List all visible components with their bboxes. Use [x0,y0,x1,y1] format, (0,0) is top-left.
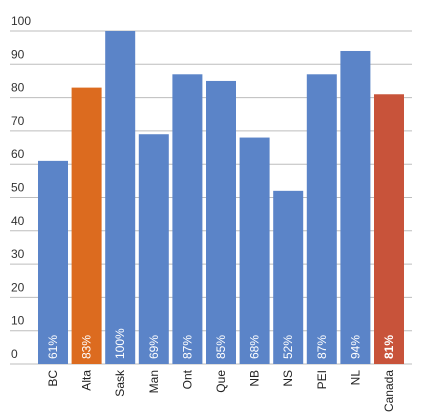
data-label: 81% [382,335,396,359]
bar-alta [71,87,102,365]
x-axis-categories: BC Alta Sask Man Ont Que NB NS PEI NL Canada [46,369,396,412]
category-label: PEI [315,370,329,389]
data-label: 85% [214,335,228,359]
category-label: Alta [80,370,94,391]
data-label: 52% [281,335,295,359]
bar-pei [306,74,337,364]
y-tick-label: 40 [11,214,25,228]
category-label: BC [46,370,60,387]
y-tick-label: 50 [11,181,25,195]
data-label: 69% [147,335,161,359]
bar-que [206,80,236,364]
category-label: Ont [180,369,194,389]
y-tick-label: 20 [11,280,25,294]
bar-sask [105,31,136,364]
category-label: Man [147,370,161,393]
y-tick-label: 0 [11,347,18,361]
y-tick-label: 30 [11,247,25,261]
y-tick-label: 60 [11,147,25,161]
y-tick-label: 70 [11,114,25,128]
category-label: NB [248,370,262,387]
category-label: Sask [113,369,127,397]
category-label: NL [348,370,362,386]
bar-ont [172,74,203,364]
bar-nl [340,50,371,364]
data-label: 94% [348,335,362,359]
bars [38,31,404,365]
bar-nb [239,137,270,364]
bar-man [138,134,169,364]
data-label: 100% [113,328,127,359]
bar-canada [374,94,404,365]
bar-bc [38,160,68,364]
category-label: Canada [382,370,396,412]
y-axis-ticks: 0 10 20 30 40 50 60 70 80 90 100 [11,14,31,361]
data-label: 87% [180,335,194,359]
category-label: NS [281,370,295,387]
data-label: 83% [80,335,94,359]
y-tick-label: 90 [11,47,25,61]
category-label: Que [214,370,228,393]
data-label: 61% [46,335,60,359]
y-tick-label: 100 [11,14,31,28]
y-tick-label: 10 [11,314,25,328]
data-labels: 61% 83% 100% 69% 87% 85% 68% 52% 87% 94% 81% [46,328,396,359]
data-label: 87% [315,335,329,359]
data-label: 68% [248,335,262,359]
bar-ns [273,190,304,364]
y-tick-label: 80 [11,81,25,95]
